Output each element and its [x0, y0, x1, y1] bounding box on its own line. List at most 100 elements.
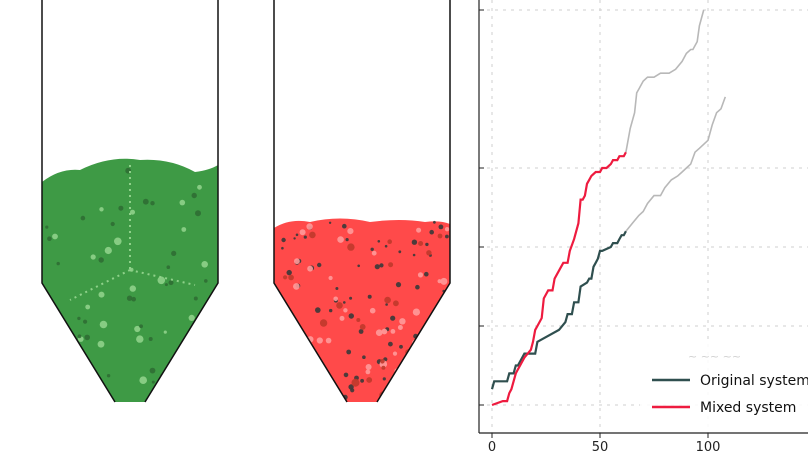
silo-original-speckle [142, 198, 149, 205]
silo-mixed-speckle [445, 324, 450, 329]
silo-mixed-speckle [328, 221, 332, 224]
silo-mixed-speckle [277, 412, 280, 415]
silo-mixed-speckle [388, 262, 394, 268]
silo-mixed-speckle [408, 382, 413, 387]
silo-mixed-speckle [317, 389, 323, 395]
silo-original-speckle [98, 291, 105, 298]
silo-mixed-speckle [281, 368, 286, 372]
silo-mixed-speckle [434, 329, 441, 336]
silo-mixed-speckle [280, 409, 286, 415]
silo-mixed-speckle [392, 351, 398, 356]
silo-mixed-speckle [441, 353, 445, 358]
silo-original-speckle [62, 379, 66, 384]
silo-original-speckle [139, 376, 147, 385]
silo-mixed-speckle [398, 250, 402, 254]
silo-mixed-speckle [418, 241, 424, 246]
silo-original-speckle [195, 210, 201, 217]
silo-mixed-speckle [390, 329, 396, 334]
chart-legend: ~ ~~ ~~ Original system Mixed system [640, 343, 808, 428]
silo-original-speckle [192, 372, 199, 378]
silo-mixed-speckle [366, 377, 373, 383]
silo-mixed-speckle [422, 372, 428, 377]
silo-mixed-speckle [425, 382, 431, 388]
silo-original-speckle [168, 280, 174, 286]
silo-original-speckle [95, 393, 101, 400]
silo-mixed-speckle [431, 395, 436, 400]
silo-original-speckle [84, 334, 90, 341]
silo-original-speckle [56, 397, 60, 401]
silo-original-speckle [181, 227, 187, 232]
silo-mixed-speckle [281, 246, 284, 250]
silo-mixed-speckle [412, 350, 419, 357]
silo-mixed-speckle [288, 274, 294, 281]
silo-mixed-speckle [445, 234, 449, 239]
silo-mixed-outline [273, 0, 451, 403]
silo-mixed-speckle [384, 296, 391, 304]
silo-original-speckle [45, 225, 49, 229]
silo-mixed-speckle [370, 247, 374, 251]
silo-original-granular-fill [42, 158, 218, 402]
silo-original-speckle [83, 371, 88, 375]
silo-original-speckle [164, 283, 168, 287]
series-layer [490, 9, 727, 407]
silo-original-speckle [85, 304, 91, 310]
silo-mixed-speckle [343, 372, 349, 378]
silo-original-speckle [150, 201, 155, 206]
silo-original-speckle [97, 340, 105, 348]
silo-original-speckle [201, 261, 208, 268]
silo-mixed-speckle [283, 275, 288, 280]
silo-mixed-speckle [274, 380, 279, 386]
silo-mixed-speckle [347, 228, 354, 235]
silo-original-speckle [51, 344, 57, 350]
silo-mixed-speckle [414, 394, 422, 402]
silo-mixed-speckle [343, 301, 346, 304]
silo-mixed-speckle [393, 300, 399, 307]
silo-mixed-speckle [399, 318, 406, 325]
silo-mixed-speckle [357, 264, 361, 268]
silo-mixed-speckle [385, 303, 388, 306]
silo-mixed-speckle [365, 364, 372, 370]
silo-mixed-speckle [433, 220, 436, 224]
silo-mixed-speckle [438, 224, 444, 230]
silo-mixed-speckle [424, 271, 429, 277]
silo-mixed-speckle [387, 239, 393, 244]
legend-label-mixed: Mixed system [700, 400, 796, 416]
silo-mixed-speckle [309, 231, 316, 239]
silo-mixed-speckle [422, 376, 428, 382]
silo-mixed-speckle [328, 275, 333, 281]
silo-original-speckle [151, 380, 155, 384]
silo-mixed-speckle [299, 229, 306, 236]
x-tick-label: 100 [696, 440, 721, 455]
silo-original-speckle [99, 320, 108, 329]
silo-mixed-speckle [379, 403, 382, 406]
silo-original-speckle [98, 257, 104, 263]
silo-original-speckle [157, 276, 166, 285]
silo-mixed-speckle [397, 325, 403, 330]
silo-mixed-speckle [281, 237, 286, 243]
silo-mixed-speckle [373, 406, 378, 411]
silo-mixed-speckle [375, 329, 383, 337]
series-line-continuation [625, 96, 727, 232]
silo-original-speckle [77, 334, 82, 339]
silo-original-speckle [90, 254, 96, 260]
chart: 0 50 100 ~ ~~ ~~ Original system Mixed sys… [478, 0, 808, 455]
silo-mixed-speckle [442, 305, 449, 312]
silo-mixed-speckle [343, 308, 348, 313]
silo-mixed-speckle [438, 405, 441, 408]
silo-mixed-speckle [358, 329, 364, 334]
silo-mixed-speckle [390, 315, 396, 321]
legend-background [640, 343, 808, 428]
silo-mixed-speckle [299, 397, 307, 402]
silo-mixed-speckle [294, 258, 300, 265]
silo-mixed-speckle [369, 307, 376, 314]
silo-mixed-speckle [434, 329, 440, 335]
silo-mixed-speckle [325, 337, 332, 344]
silo-mixed-speckle [339, 315, 345, 321]
silo-original-speckle [77, 316, 81, 321]
silo-mixed-speckle [395, 372, 400, 377]
silo-mixed-speckle [437, 233, 443, 239]
silo-original-speckle [126, 295, 133, 301]
silo-mixed-speckle [411, 347, 416, 352]
silo-original-speckle [131, 296, 136, 302]
